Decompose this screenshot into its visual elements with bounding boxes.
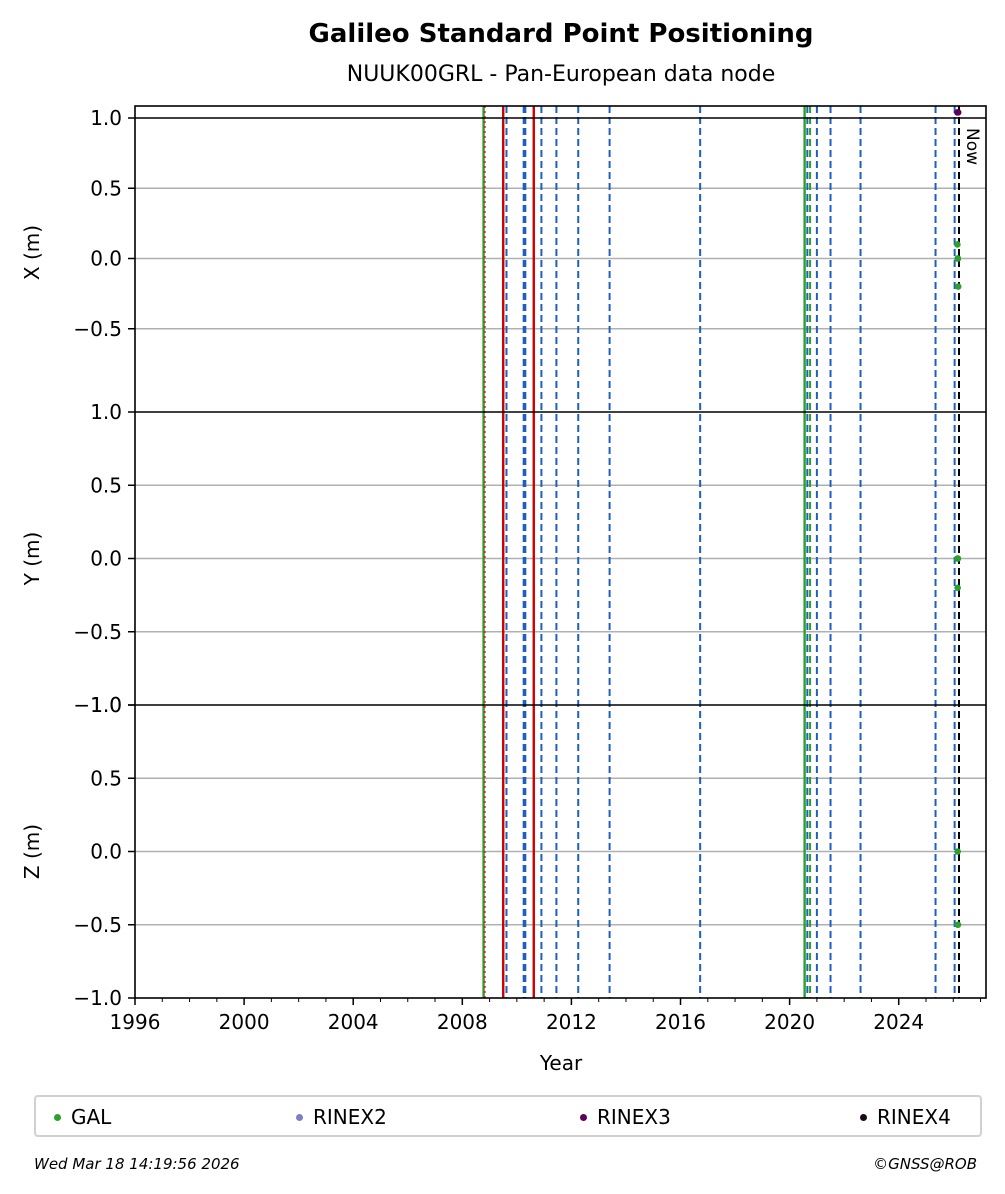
y-tick-label: −0.5: [73, 317, 122, 341]
y-tick-label: 0.0: [90, 247, 122, 271]
gal-point: [954, 283, 962, 290]
x-tick-label: 2024: [873, 1010, 924, 1034]
rinex3-point: [954, 109, 962, 116]
gal-point: [954, 921, 962, 929]
legend: GAL RINEX2 RINEX3 RINEX4: [34, 1095, 982, 1137]
legend-item-rinex3: RINEX3: [580, 1105, 671, 1129]
y-axis-label: Z (m): [20, 824, 44, 879]
x-tick-label: 2008: [437, 1010, 488, 1034]
y-tick-label: −1.0: [73, 693, 122, 717]
gal-point: [954, 848, 961, 855]
x-tick-label: 2020: [764, 1010, 815, 1034]
legend-marker-gal: [54, 1113, 61, 1121]
y-tick-label: 0.5: [90, 176, 122, 200]
y-tick-label: 0.0: [90, 840, 122, 864]
y-tick-label: −1.0: [73, 986, 122, 1010]
chart-subtitle: NUUK00GRL - Pan-European data node: [347, 62, 775, 87]
gnss-position-chart: Galileo Standard Point Positioning NUUK0…: [20, 19, 987, 1075]
x-tick-label: 2012: [546, 1010, 597, 1034]
now-label: Now: [962, 128, 982, 165]
x-tick-label: 1996: [110, 1010, 161, 1034]
legend-label: RINEX3: [597, 1105, 671, 1129]
y-tick-label: 1.0: [90, 106, 122, 130]
legend-marker-rinex2: [296, 1113, 303, 1121]
gal-point: [954, 241, 961, 248]
legend-item-rinex2: RINEX2: [296, 1105, 387, 1129]
chart-title: Galileo Standard Point Positioning: [309, 19, 814, 49]
x-tick-label: 2004: [328, 1010, 379, 1034]
legend-label: RINEX2: [313, 1105, 387, 1129]
gal-point: [954, 584, 961, 592]
plot-frame: [134, 105, 987, 999]
y-tick-label: −0.5: [73, 913, 122, 937]
legend-item-gal: GAL: [54, 1105, 111, 1129]
legend-label: RINEX4: [877, 1105, 951, 1129]
y-axis-label: Y (m): [20, 532, 44, 587]
legend-label: GAL: [71, 1105, 112, 1129]
y-tick-label: 0.0: [90, 547, 122, 571]
y-tick-label: 0.5: [90, 766, 122, 790]
y-axis-label: X (m): [20, 225, 44, 280]
footer-timestamp: Wed Mar 18 14:19:56 2026: [34, 1155, 240, 1173]
x-tick-label: 2000: [219, 1010, 270, 1034]
x-tick-label: 2016: [655, 1010, 706, 1034]
legend-marker-rinex3: [580, 1113, 587, 1121]
x-axis-label: Year: [539, 1051, 583, 1075]
y-tick-label: 1.0: [90, 693, 122, 717]
y-tick-label: 0.5: [90, 473, 122, 497]
gal-point: [954, 555, 962, 562]
gal-point: [954, 255, 962, 262]
legend-item-rinex4: RINEX4: [860, 1105, 951, 1129]
legend-marker-rinex4: [860, 1113, 867, 1121]
y-tick-label: −0.5: [73, 620, 122, 644]
y-tick-label: 1.0: [90, 400, 122, 424]
footer-credit: ©GNSS@ROB: [873, 1155, 977, 1173]
